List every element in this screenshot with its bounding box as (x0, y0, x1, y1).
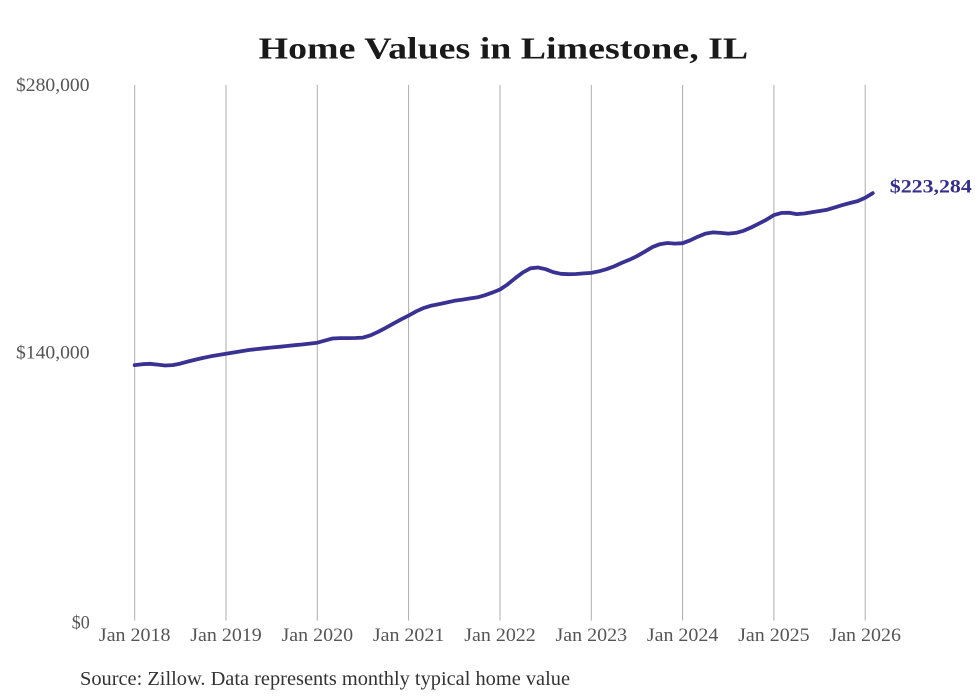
svg-text:Jan 2025: Jan 2025 (738, 625, 810, 646)
svg-text:Jan 2022: Jan 2022 (464, 625, 536, 646)
svg-text:$0: $0 (72, 613, 90, 634)
svg-text:Jan 2024: Jan 2024 (647, 625, 719, 646)
svg-text:Home Values in Limestone, IL: Home Values in Limestone, IL (259, 31, 749, 66)
svg-text:Jan 2020: Jan 2020 (282, 625, 354, 646)
svg-text:Jan 2021: Jan 2021 (373, 625, 445, 646)
svg-text:$280,000: $280,000 (16, 75, 90, 96)
svg-text:Jan 2026: Jan 2026 (829, 625, 901, 646)
svg-text:Source: Zillow. Data represent: Source: Zillow. Data represents monthly … (80, 668, 570, 690)
svg-text:$140,000: $140,000 (16, 343, 90, 364)
svg-text:Jan 2018: Jan 2018 (99, 625, 171, 646)
svg-text:Jan 2019: Jan 2019 (190, 625, 262, 646)
svg-text:Jan 2023: Jan 2023 (556, 625, 628, 646)
svg-text:$223,284: $223,284 (890, 177, 973, 198)
